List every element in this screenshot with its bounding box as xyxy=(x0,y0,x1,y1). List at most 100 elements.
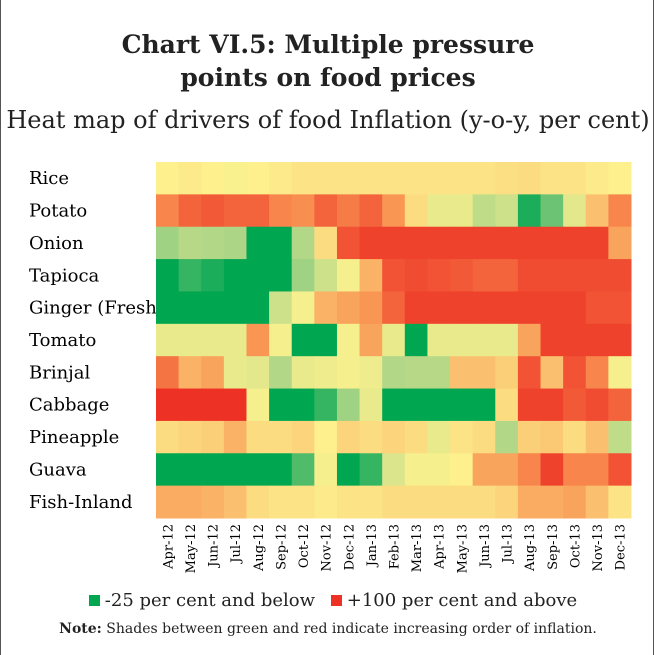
heat-cell xyxy=(495,453,519,487)
heat-cell xyxy=(291,453,315,487)
x-tick-label: Apr-13 xyxy=(433,524,448,570)
heat-cell xyxy=(608,162,632,195)
x-tick-label: Dec-13 xyxy=(614,524,629,570)
heat-cell xyxy=(563,453,587,487)
x-tick-label: Nov-12 xyxy=(320,524,335,571)
heat-cell xyxy=(450,485,474,519)
heat-cell xyxy=(269,226,293,260)
heat-cell xyxy=(585,356,609,390)
heat-cell xyxy=(540,226,564,260)
heat-cell xyxy=(269,194,293,228)
heat-cell xyxy=(517,323,542,357)
heat-cell xyxy=(585,291,609,325)
heat-cell xyxy=(156,323,180,357)
x-tick-label: May-13 xyxy=(455,524,470,573)
heat-cell xyxy=(585,453,609,487)
heat-cell xyxy=(563,420,587,454)
heat-cell xyxy=(314,259,338,292)
heat-cell xyxy=(382,485,406,519)
heat-cell xyxy=(427,291,451,325)
x-tick-label: Oct-12 xyxy=(297,524,312,568)
x-tick-label: May-12 xyxy=(184,524,199,573)
heat-cell xyxy=(156,356,180,390)
heat-cell xyxy=(608,291,632,325)
heat-cell xyxy=(201,453,225,487)
legend: -25 per cent and below +100 per cent and… xyxy=(1,590,654,611)
heat-cell xyxy=(201,323,225,357)
heat-cell xyxy=(540,485,564,519)
heat-cell xyxy=(517,453,542,487)
note-text: Shades between green and red indicate in… xyxy=(106,621,597,637)
heat-cell xyxy=(246,259,270,292)
heat-cell xyxy=(472,420,496,454)
heat-cell xyxy=(427,194,451,228)
heat-cell xyxy=(563,162,587,195)
heat-cell xyxy=(314,323,338,357)
heat-cell xyxy=(291,420,315,454)
x-tick-label: Aug-12 xyxy=(252,524,267,572)
heat-cell xyxy=(269,356,293,390)
heat-cell xyxy=(427,388,451,422)
legend-label: +100 per cent and above xyxy=(346,590,578,611)
legend-label: -25 per cent and below xyxy=(104,590,316,611)
heat-cell xyxy=(472,162,496,195)
note: Note: Shades between green and red indic… xyxy=(1,621,654,637)
heat-cell xyxy=(246,162,270,195)
heat-cell xyxy=(291,323,315,357)
heat-cell xyxy=(359,356,383,390)
row-label: Fish-Inland xyxy=(29,492,132,513)
heat-cell xyxy=(450,162,474,195)
x-tick-label: Mar-13 xyxy=(410,524,425,572)
legend-swatch xyxy=(330,595,342,606)
heat-cell xyxy=(178,194,202,228)
heat-cell xyxy=(427,162,451,195)
heat-cell xyxy=(517,420,542,454)
legend-swatch xyxy=(88,595,100,606)
heat-cell xyxy=(495,194,519,228)
heat-cell xyxy=(223,259,247,292)
chart-subtitle: Heat map of drivers of food Inflation (y… xyxy=(6,106,650,134)
heat-cell xyxy=(314,420,338,454)
heat-cell xyxy=(540,162,564,195)
heatmap: Rice Potato Onion Tapioca Ginger (Fresh) Toma… xyxy=(29,162,632,573)
heat-cell xyxy=(246,356,270,390)
heat-cell xyxy=(201,356,225,390)
heat-cell xyxy=(608,194,632,228)
heat-cell xyxy=(404,356,428,390)
heat-cell xyxy=(291,356,315,390)
heat-cell xyxy=(472,323,496,357)
heat-cell xyxy=(246,388,270,422)
heat-cell xyxy=(223,194,247,228)
x-tick-label: Jul-12 xyxy=(229,524,244,565)
heat-cell xyxy=(201,226,225,260)
heat-cell xyxy=(246,226,270,260)
heat-cell xyxy=(359,194,383,228)
heat-cell xyxy=(517,291,542,325)
heat-cell xyxy=(404,291,428,325)
heat-cell xyxy=(314,453,338,487)
heat-cell xyxy=(382,259,406,292)
heat-cell xyxy=(156,259,180,292)
heat-cell xyxy=(201,194,225,228)
heat-cell xyxy=(495,485,519,519)
heat-cell xyxy=(336,388,361,422)
heat-cell xyxy=(359,453,383,487)
x-tick-label: Oct-13 xyxy=(568,524,583,568)
heat-cell xyxy=(382,388,406,422)
heat-cell xyxy=(382,356,406,390)
heat-cell xyxy=(404,323,428,357)
heat-cell xyxy=(585,388,609,422)
heat-cell xyxy=(450,356,474,390)
heat-cell xyxy=(156,194,180,228)
heat-cell xyxy=(336,259,361,292)
heat-cell xyxy=(382,226,406,260)
heat-cell xyxy=(382,162,406,195)
heat-cell xyxy=(450,291,474,325)
note-label: Note: xyxy=(59,621,102,637)
heat-cell xyxy=(178,226,202,260)
heat-cell xyxy=(472,259,496,292)
heat-cell xyxy=(495,291,519,325)
row-label: Potato xyxy=(29,201,87,222)
heat-cell xyxy=(178,356,202,390)
heat-cell xyxy=(246,453,270,487)
